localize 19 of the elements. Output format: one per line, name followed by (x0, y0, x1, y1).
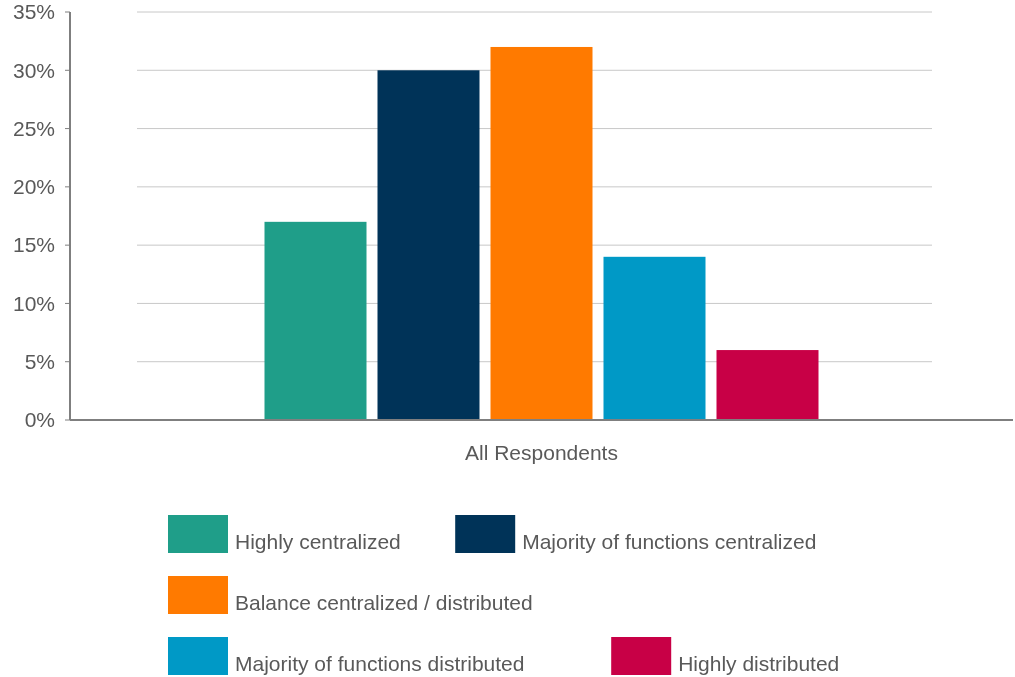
y-tick-label: 15% (12, 233, 55, 257)
bar (716, 350, 819, 420)
bar (377, 70, 480, 420)
y-tick-label: 0% (24, 408, 55, 432)
legend-label: Highly distributed (678, 652, 840, 675)
legend-label: Majority of functions centralized (522, 530, 817, 553)
legend-label: Highly centralized (235, 530, 401, 553)
legend-label: Balance centralized / distributed (235, 591, 533, 614)
bar (603, 256, 706, 420)
bar (490, 46, 593, 420)
x-tick-label: All Respondents (465, 441, 618, 464)
y-tick-label: 30% (12, 58, 55, 82)
bar (264, 221, 367, 420)
y-tick-label: 20% (12, 175, 55, 199)
legend-label: Majority of functions distributed (235, 652, 525, 675)
y-tick-label: 35% (12, 0, 55, 24)
y-tick-label: 10% (12, 291, 55, 315)
y-tick-label: 25% (12, 116, 55, 140)
y-tick-label: 5% (24, 350, 55, 374)
